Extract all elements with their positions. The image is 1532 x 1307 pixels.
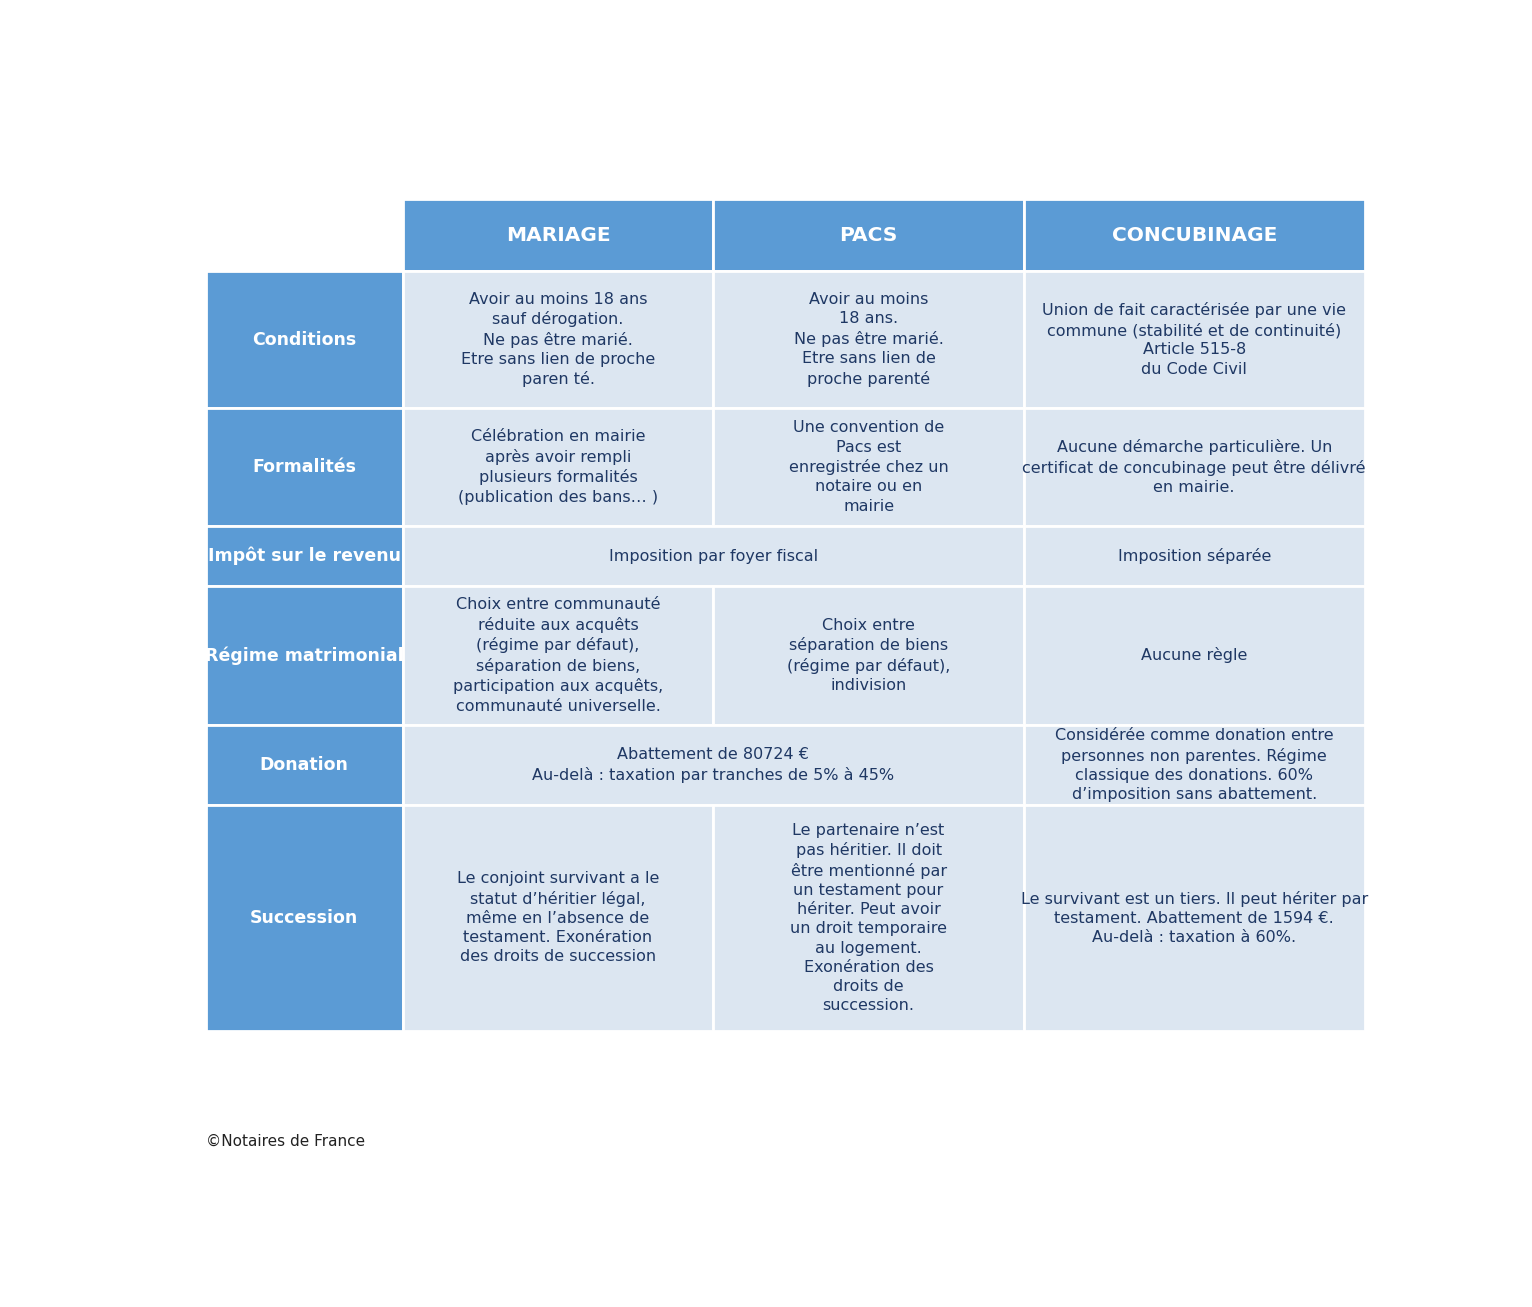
- Bar: [403, 408, 714, 527]
- Bar: [714, 805, 1023, 1031]
- Bar: [403, 725, 1023, 805]
- Bar: [714, 408, 1023, 527]
- Bar: [205, 805, 403, 1031]
- Text: Impôt sur le revenu: Impôt sur le revenu: [208, 546, 401, 566]
- Text: PACS: PACS: [840, 226, 898, 244]
- Bar: [205, 587, 403, 725]
- Bar: [205, 527, 403, 587]
- Text: Conditions: Conditions: [253, 331, 357, 349]
- Bar: [714, 587, 1023, 725]
- Text: Célébration en mairie
après avoir rempli
plusieurs formalités
(publication des b: Célébration en mairie après avoir rempli…: [458, 430, 659, 505]
- Text: MARIAGE: MARIAGE: [506, 226, 610, 244]
- Text: Choix entre communauté
réduite aux acquêts
(régime par défaut),
séparation de bi: Choix entre communauté réduite aux acquê…: [453, 597, 663, 714]
- Bar: [403, 805, 714, 1031]
- Text: Régime matrimonial: Régime matrimonial: [205, 646, 403, 665]
- Text: Le survivant est un tiers. Il peut hériter par
testament. Abattement de 1594 €.
: Le survivant est un tiers. Il peut hérit…: [1020, 890, 1368, 945]
- Text: Avoir au moins 18 ans
sauf dérogation.
Ne pas être marié.
Etre sans lien de proc: Avoir au moins 18 ans sauf dérogation. N…: [461, 291, 656, 387]
- Bar: [205, 408, 403, 527]
- Bar: [403, 199, 714, 271]
- Text: ©Notaires de France: ©Notaires de France: [205, 1133, 365, 1149]
- Text: Imposition par foyer fiscal: Imposition par foyer fiscal: [608, 549, 818, 563]
- Bar: [205, 199, 403, 271]
- Text: Formalités: Formalités: [253, 457, 357, 476]
- Bar: [1023, 271, 1365, 408]
- Bar: [1023, 527, 1365, 587]
- Bar: [1023, 805, 1365, 1031]
- Bar: [403, 271, 714, 408]
- Bar: [205, 725, 403, 805]
- Text: Avoir au moins
18 ans.
Ne pas être marié.
Etre sans lien de
proche parenté: Avoir au moins 18 ans. Ne pas être marié…: [794, 293, 944, 387]
- Text: Choix entre
séparation de biens
(régime par défaut),
indivision: Choix entre séparation de biens (régime …: [787, 618, 950, 693]
- Text: Imposition séparée: Imposition séparée: [1117, 548, 1272, 565]
- Text: Succession: Succession: [250, 908, 358, 927]
- Bar: [714, 199, 1023, 271]
- Text: Donation: Donation: [260, 755, 349, 774]
- Text: Abattement de 80724 €
Au-delà : taxation par tranches de 5% à 45%: Abattement de 80724 € Au-delà : taxation…: [532, 748, 895, 783]
- Text: Aucune règle: Aucune règle: [1141, 647, 1247, 664]
- Text: CONCUBINAGE: CONCUBINAGE: [1112, 226, 1276, 244]
- Bar: [1023, 199, 1365, 271]
- Bar: [1023, 725, 1365, 805]
- Text: Le conjoint survivant a le
statut d’héritier légal,
même en l’absence de
testame: Le conjoint survivant a le statut d’héri…: [457, 872, 659, 965]
- Bar: [403, 587, 714, 725]
- Text: Le partenaire n’est
pas héritier. Il doit
être mentionné par
un testament pour
h: Le partenaire n’est pas héritier. Il doi…: [791, 822, 947, 1013]
- Bar: [1023, 587, 1365, 725]
- Text: Une convention de
Pacs est
enregistrée chez un
notaire ou en
mairie: Une convention de Pacs est enregistrée c…: [789, 421, 948, 514]
- Text: Aucune démarche particulière. Un
certificat de concubinage peut être délivré
en : Aucune démarche particulière. Un certifi…: [1022, 439, 1367, 495]
- Bar: [205, 271, 403, 408]
- Bar: [714, 271, 1023, 408]
- Bar: [1023, 408, 1365, 527]
- Text: Considérée comme donation entre
personnes non parentes. Régime
classique des don: Considérée comme donation entre personne…: [1056, 728, 1333, 802]
- Text: Union de fait caractérisée par une vie
commune (stabilité et de continuité)
Arti: Union de fait caractérisée par une vie c…: [1042, 302, 1347, 376]
- Bar: [403, 527, 1023, 587]
